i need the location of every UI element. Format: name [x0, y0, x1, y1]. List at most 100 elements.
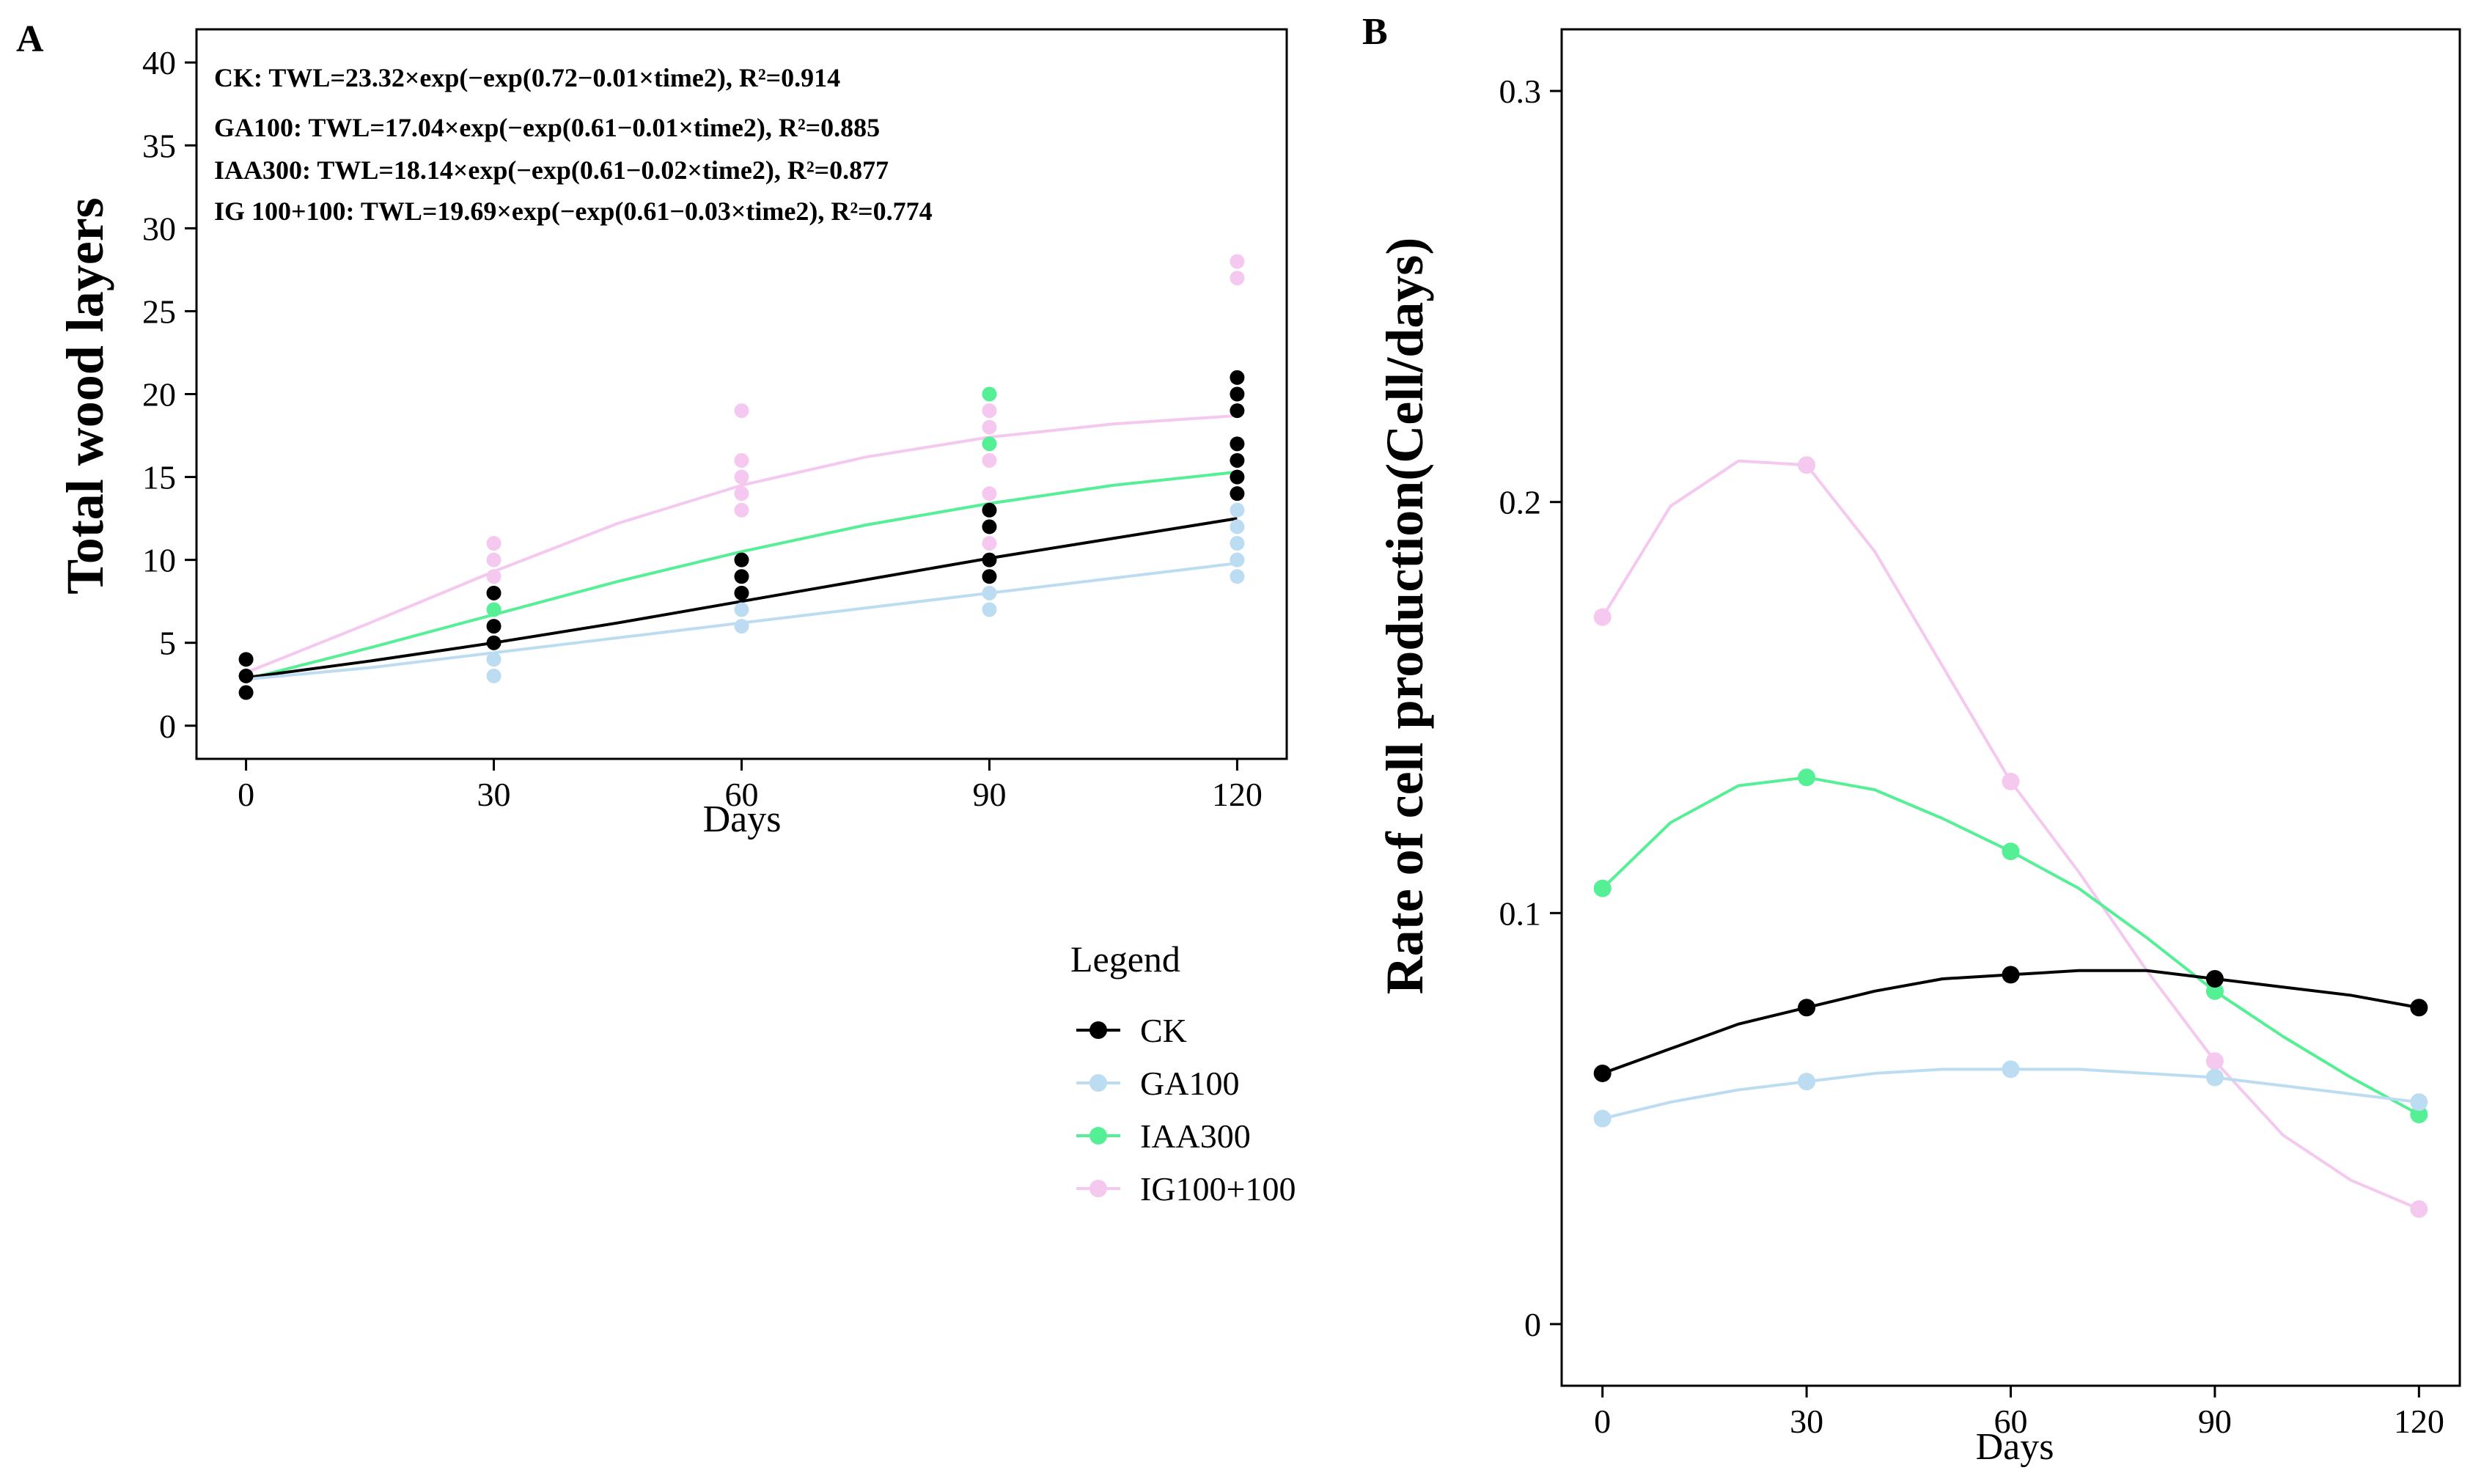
data-point-ck [1230, 403, 1245, 419]
equation-ck: CK: TWL=23.32×exp(−exp(0.72−0.01×time2),… [214, 63, 840, 92]
panel-a-y-tick-label: 15 [142, 459, 176, 496]
series-point-ga100 [1798, 1073, 1816, 1091]
data-point-ga100 [982, 585, 997, 600]
series-point-ig100-100 [2205, 1052, 2224, 1070]
legend-label-ga100: GA100 [1140, 1065, 1239, 1102]
panel-b-y-tick-label: 0.1 [1499, 895, 1542, 932]
data-point-ck [982, 569, 997, 584]
data-point-ig100-100 [734, 403, 749, 419]
data-point-ck [1230, 452, 1245, 468]
legend-label-ig100-100: IG100+100 [1140, 1170, 1296, 1208]
series-line-ck [1602, 969, 2419, 1075]
series-point-ck [1593, 1064, 1612, 1082]
series-point-iaa300 [2205, 982, 2224, 1000]
data-point-ig100-100 [734, 502, 749, 518]
data-point-ck [982, 519, 997, 535]
data-point-ig100-100 [486, 536, 501, 551]
data-point-ck [734, 569, 749, 584]
panel-a-y-tick-label: 20 [142, 376, 176, 414]
panel-b-x-tick-label: 120 [2394, 1403, 2444, 1440]
data-point-ck [734, 585, 749, 600]
data-point-ck [1230, 436, 1245, 452]
series-point-ck [2205, 970, 2224, 988]
series-point-iaa300 [2002, 842, 2020, 861]
data-point-iaa300 [982, 436, 997, 452]
series-point-ga100 [1593, 1109, 1612, 1128]
panel-a-axes: 0 30 60 90 120 0 5 10 15 20 25 30 35 40 [142, 44, 1263, 813]
data-point-ck [238, 685, 254, 700]
series-point-ga100 [2410, 1093, 2428, 1112]
panel-b-points [1593, 456, 2428, 1218]
data-point-ig100-100 [734, 469, 749, 485]
fit-line-ig100-100 [245, 414, 1238, 675]
panel-b-plot-area [1560, 28, 2461, 1387]
data-point-ck [486, 585, 501, 600]
panel-a-x-tick-label: 30 [477, 776, 511, 813]
series-point-ig100-100 [1593, 608, 1612, 626]
panel-b-x-tick-label: 60 [1994, 1403, 2028, 1440]
data-point-ck [238, 652, 254, 667]
legend-marker-ga100 [1089, 1074, 1107, 1092]
data-point-ig100-100 [982, 452, 997, 468]
equation-ga100: GA100: TWL=17.04×exp(−exp(0.61−0.01×time… [214, 113, 880, 142]
data-point-ga100 [1230, 536, 1245, 551]
panel-b-y-tick-label: 0 [1524, 1306, 1541, 1343]
series-point-iaa300 [1798, 768, 1816, 787]
panel-b-y-tick-label: 0.2 [1499, 484, 1542, 521]
legend-label-iaa300: IAA300 [1140, 1117, 1251, 1155]
data-point-ig100-100 [734, 452, 749, 468]
series-point-ig100-100 [1798, 456, 1816, 474]
data-point-ig100-100 [1230, 271, 1245, 286]
legend-marker-ck [1089, 1021, 1107, 1039]
data-point-ig100-100 [486, 569, 501, 584]
panel-a-y-tick-label: 25 [142, 293, 176, 330]
panel-a-y-tick-label: 40 [142, 44, 176, 81]
legend-label-ck: CK [1140, 1012, 1187, 1049]
legend: Legend CK GA100 IAA300 IG100+100 [1070, 938, 1296, 1208]
panel-b-axes: 0 30 60 90 120 0 0.1 0.2 0.3 [1499, 73, 2444, 1440]
equation-ig100: IG 100+100: TWL=19.69×exp(−exp(0.61−0.03… [214, 196, 933, 226]
data-point-ck [238, 668, 254, 683]
legend-items: CK GA100 IAA300 IG100+100 [1076, 1012, 1296, 1208]
data-point-ga100 [734, 602, 749, 617]
series-point-iaa300 [1593, 879, 1612, 897]
data-point-ig100-100 [982, 403, 997, 419]
series-point-ck [2002, 966, 2020, 984]
data-point-ck [1230, 386, 1245, 402]
series-point-ig100-100 [2410, 1200, 2428, 1218]
panel-b-x-tick-label: 90 [2198, 1403, 2232, 1440]
panel-a-y-tick-label: 5 [159, 625, 176, 662]
panel-a-y-tick-label: 30 [142, 210, 176, 247]
series-line-ig100-100 [1601, 459, 2420, 1211]
panel-a-x-label: Days [703, 798, 782, 840]
data-point-ga100 [1230, 519, 1245, 535]
panel-a-x-tick-label: 120 [1212, 776, 1263, 813]
data-point-ig100-100 [1230, 254, 1245, 269]
series-point-ck [2410, 999, 2428, 1017]
data-point-ig100-100 [982, 486, 997, 502]
series-point-iaa300 [2410, 1106, 2428, 1123]
panel-b-x-tick-label: 0 [1594, 1403, 1611, 1440]
legend-title: Legend [1070, 938, 1180, 980]
legend-marker-iaa300 [1089, 1127, 1107, 1145]
panel-a-y-tick-label: 10 [142, 542, 176, 579]
series-point-ig100-100 [2002, 772, 2020, 790]
panel-a-x-tick-label: 60 [725, 776, 759, 813]
panel-a-x-tick-label: 90 [972, 776, 1006, 813]
panel-b-x-label: Days [1976, 1426, 2054, 1468]
data-point-ck [1230, 469, 1245, 485]
series-point-ga100 [2002, 1060, 2020, 1079]
panel-a-letter: A [16, 18, 44, 60]
panel-a-equations: CK: TWL=23.32×exp(−exp(0.72−0.01×time2),… [214, 63, 933, 226]
data-point-ga100 [1230, 569, 1245, 584]
data-point-ga100 [982, 602, 997, 617]
data-point-ga100 [1230, 502, 1245, 518]
panel-b-lines [1601, 459, 2420, 1211]
panel-a-x-tick-label: 0 [238, 776, 254, 813]
panel-b-letter: B [1362, 11, 1388, 53]
panel-b-y-label: Rate of cell production(Cell/days) [1375, 238, 1434, 995]
data-point-ig100-100 [982, 419, 997, 435]
panel-a-y-label: Total wood layers [56, 197, 114, 594]
panel-a-points [238, 254, 1245, 700]
